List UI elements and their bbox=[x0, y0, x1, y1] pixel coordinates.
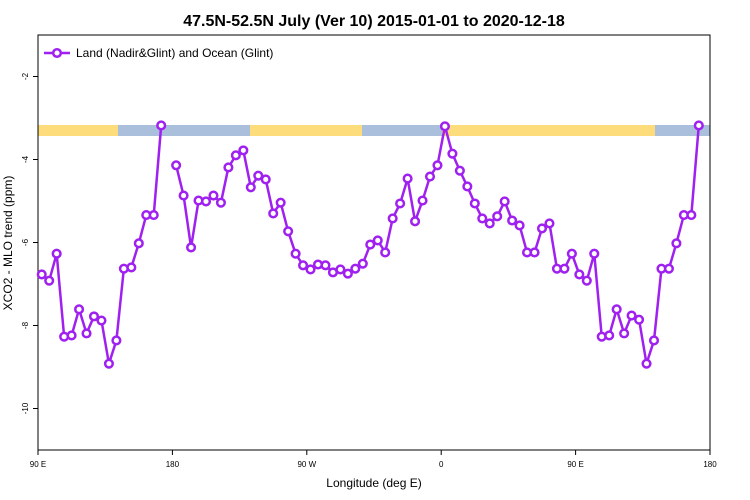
data-point bbox=[641, 358, 652, 369]
data-point bbox=[432, 160, 443, 171]
data-point bbox=[156, 120, 167, 131]
x-tick-label: 180 bbox=[703, 460, 717, 469]
data-point bbox=[36, 269, 47, 280]
data-point bbox=[253, 170, 264, 181]
data-point bbox=[320, 260, 331, 271]
data-point bbox=[111, 335, 122, 346]
data-point bbox=[171, 160, 182, 171]
data-point bbox=[619, 328, 630, 339]
data-point bbox=[357, 258, 368, 269]
data-point bbox=[283, 226, 294, 237]
ocean-band bbox=[655, 125, 710, 136]
data-point bbox=[178, 190, 189, 201]
data-point bbox=[499, 196, 510, 207]
data-point bbox=[148, 210, 159, 221]
data-point bbox=[238, 145, 249, 156]
data-point bbox=[103, 358, 114, 369]
data-point bbox=[133, 238, 144, 249]
data-point bbox=[350, 263, 361, 274]
x-tick-label: 180 bbox=[166, 460, 180, 469]
data-point bbox=[589, 248, 600, 259]
data-point bbox=[96, 315, 107, 326]
x-tick-label: 90 E bbox=[567, 460, 583, 469]
data-point bbox=[66, 330, 77, 341]
data-point bbox=[305, 264, 316, 275]
data-point bbox=[671, 238, 682, 249]
data-point bbox=[402, 173, 413, 184]
data-point bbox=[223, 162, 234, 173]
data-point bbox=[372, 235, 383, 246]
data-point bbox=[663, 263, 674, 274]
data-point bbox=[365, 239, 376, 250]
data-point bbox=[611, 304, 622, 315]
data-point bbox=[686, 210, 697, 221]
data-point bbox=[507, 215, 518, 226]
data-point bbox=[342, 268, 353, 279]
data-point bbox=[410, 216, 421, 227]
data-point bbox=[462, 181, 473, 192]
data-point bbox=[469, 198, 480, 209]
data-point bbox=[693, 120, 704, 131]
data-point bbox=[268, 208, 279, 219]
data-point bbox=[200, 196, 212, 207]
x-axis-label: Longitude (deg E) bbox=[326, 476, 421, 490]
data-point bbox=[439, 121, 450, 132]
data-point bbox=[186, 242, 197, 253]
data-point bbox=[566, 248, 577, 259]
data-point bbox=[245, 182, 256, 193]
data-point bbox=[74, 304, 85, 315]
data-point bbox=[544, 218, 555, 229]
ocean-band bbox=[118, 125, 250, 136]
data-point bbox=[208, 190, 219, 201]
data-point bbox=[215, 197, 226, 208]
y-tick-label: -6 bbox=[21, 238, 30, 246]
data-point bbox=[447, 148, 458, 159]
data-point bbox=[417, 195, 428, 206]
data-point bbox=[275, 197, 286, 208]
data-point bbox=[529, 247, 540, 258]
data-point bbox=[514, 220, 525, 231]
data-point bbox=[424, 171, 436, 182]
data-point bbox=[230, 150, 241, 161]
legend-marker bbox=[51, 47, 63, 59]
y-tick-label: -2 bbox=[21, 72, 30, 80]
data-point bbox=[492, 211, 503, 222]
data-point bbox=[387, 213, 398, 224]
data-point bbox=[88, 311, 100, 322]
data-point bbox=[581, 275, 592, 286]
data-point bbox=[454, 165, 465, 176]
data-point bbox=[484, 218, 495, 229]
x-tick-label: 90 W bbox=[297, 460, 316, 469]
data-point bbox=[648, 335, 660, 346]
y-axis-label: XCO2 - MLO trend (ppm) bbox=[1, 176, 15, 311]
data-point bbox=[604, 330, 615, 341]
data-point bbox=[290, 248, 301, 259]
data-point bbox=[81, 328, 92, 339]
data-point bbox=[395, 198, 406, 209]
y-tick-label: -8 bbox=[21, 321, 30, 329]
x-tick-label: 0 bbox=[439, 460, 444, 469]
chart-title: 47.5N-52.5N July (Ver 10) 2015-01-01 to … bbox=[183, 13, 565, 30]
y-tick-label: -4 bbox=[21, 155, 30, 163]
legend: Land (Nadir&Glint) and Ocean (Glint) bbox=[44, 46, 273, 60]
y-tick-label: -10 bbox=[21, 402, 30, 414]
data-point bbox=[634, 314, 645, 325]
x-tick-label: 90 E bbox=[30, 460, 46, 469]
data-point bbox=[335, 264, 346, 275]
data-point bbox=[626, 310, 637, 321]
data-point bbox=[44, 275, 55, 286]
data-point bbox=[51, 248, 62, 259]
data-point bbox=[536, 223, 548, 234]
land-ocean-strip bbox=[38, 125, 710, 136]
ocean-band bbox=[362, 125, 442, 136]
data-point bbox=[559, 263, 570, 274]
legend-label: Land (Nadir&Glint) and Ocean (Glint) bbox=[76, 46, 273, 60]
data-point bbox=[380, 247, 391, 258]
data-point bbox=[477, 213, 488, 224]
data-point bbox=[574, 269, 585, 280]
data-point bbox=[260, 174, 271, 185]
data-point bbox=[298, 260, 309, 271]
data-point bbox=[126, 262, 137, 273]
